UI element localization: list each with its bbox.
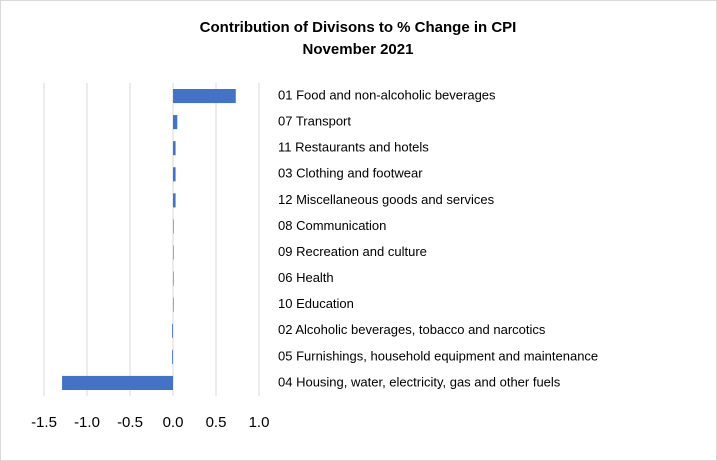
x-tick-label: -1.0 xyxy=(74,414,100,431)
category-label: 05 Furnishings, household equipment and … xyxy=(278,348,598,363)
category-label: 01 Food and non-alcoholic beverages xyxy=(278,87,496,102)
bar xyxy=(173,88,236,104)
category-label: 06 Health xyxy=(278,270,334,285)
chart-subtitle: November 2021 xyxy=(303,41,414,58)
bar xyxy=(173,167,176,182)
bar xyxy=(173,141,176,156)
category-label: 03 Clothing and footwear xyxy=(278,166,423,181)
category-label: 08 Communication xyxy=(278,218,386,233)
bar xyxy=(173,297,174,312)
x-tick-label: 0.0 xyxy=(163,414,184,431)
category-label: 10 Education xyxy=(278,296,354,311)
category-label: 12 Miscellaneous goods and services xyxy=(278,192,495,207)
bar xyxy=(172,323,173,338)
chart-title: Contribution of Divisons to % Change in … xyxy=(200,19,517,36)
bar xyxy=(173,193,176,208)
category-label: 04 Housing, water, electricity, gas and … xyxy=(278,374,561,389)
bar xyxy=(173,245,174,260)
category-label: 07 Transport xyxy=(278,114,351,129)
category-label: 09 Recreation and culture xyxy=(278,244,427,259)
category-label: 11 Restaurants and hotels xyxy=(278,140,429,155)
category-label: 02 Alcoholic beverages, tobacco and narc… xyxy=(278,322,546,337)
bar xyxy=(62,375,174,391)
bar xyxy=(172,349,173,364)
x-tick-label: 1.0 xyxy=(249,414,270,431)
bar xyxy=(173,115,178,130)
bar xyxy=(173,271,174,286)
x-tick-label: -1.5 xyxy=(31,414,57,431)
x-tick-label: -0.5 xyxy=(117,414,143,431)
bar xyxy=(173,219,174,234)
x-tick-label: 0.5 xyxy=(206,414,227,431)
